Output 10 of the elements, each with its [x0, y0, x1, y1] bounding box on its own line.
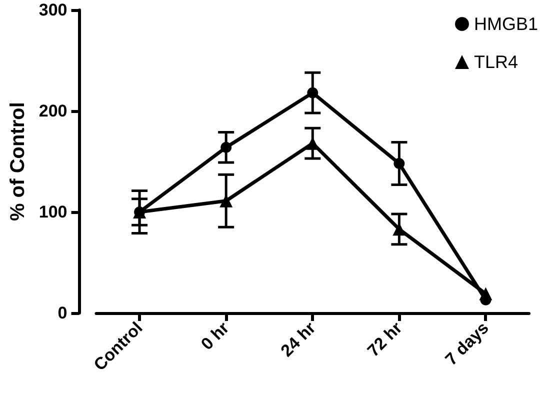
x-tick-label: 24 hr — [277, 318, 320, 360]
y-tick-label: 200 — [38, 102, 68, 120]
legend-label: HMGB1 — [474, 14, 538, 34]
y-tick-label: 300 — [38, 0, 68, 20]
y-tick-label: 100 — [38, 202, 68, 222]
x-tick-label: 72 hr — [364, 318, 406, 360]
y-tick-label: 0 — [58, 304, 68, 322]
x-tick-label: 0 hr — [197, 318, 234, 354]
y-axis-title: % of Control — [7, 102, 29, 221]
legend-label: TLR4 — [474, 52, 518, 72]
